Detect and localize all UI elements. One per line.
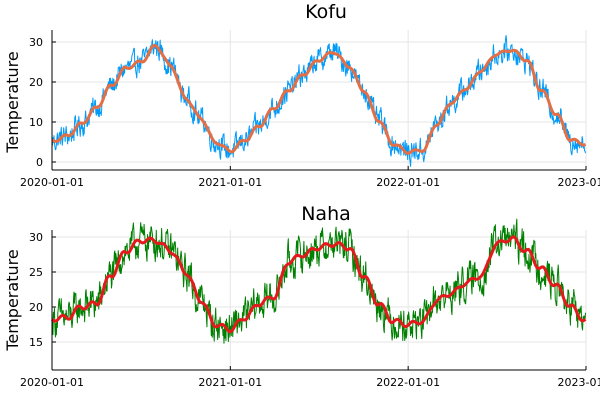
kofu-grid xyxy=(51,30,587,170)
naha-daily-line xyxy=(51,218,587,344)
naha-panel: Naha Temperature 15 20 25 30 2020-01-01 2021-… xyxy=(3,203,600,389)
kofu-series xyxy=(51,34,587,167)
kofu-daily-line xyxy=(51,34,586,167)
naha-xtick-label: 2020-01-01 xyxy=(20,376,84,389)
naha-xtick-label: 2022-01-01 xyxy=(376,376,440,389)
naha-ylabel: Temperature xyxy=(3,249,22,351)
naha-ytick-label: 15 xyxy=(29,336,43,349)
naha-axes xyxy=(51,230,586,371)
kofu-xtick-label: 2023-01-0 xyxy=(558,176,600,189)
naha-ytick-label: 30 xyxy=(29,231,43,244)
naha-series xyxy=(50,218,587,344)
kofu-ylabel: Temperature xyxy=(3,51,22,153)
kofu-title: Kofu xyxy=(305,1,347,23)
kofu-smoothed-line xyxy=(51,43,587,155)
kofu-xtick-label: 2020-01-01 xyxy=(20,176,84,189)
naha-ytick-label: 25 xyxy=(29,266,43,279)
naha-xtick-label: 2023-01-0 xyxy=(558,376,600,389)
naha-xtick-label: 2021-01-01 xyxy=(198,376,262,389)
kofu-ytick-label: 30 xyxy=(29,36,43,49)
kofu-ticks: 0 10 20 30 2020-01-01 2021-01-01 2022-01-01 202… xyxy=(20,36,600,189)
naha-ytick-label: 20 xyxy=(29,301,43,314)
kofu-ytick-label: 10 xyxy=(29,116,43,129)
naha-ticks: 15 20 25 30 2020-01-01 2021-01-01 2022-01-01 20… xyxy=(20,231,600,389)
kofu-panel: Kofu Temperature 0 10 20 30 2020-01-01 2021-0… xyxy=(3,1,600,189)
kofu-xtick-label: 2021-01-01 xyxy=(198,176,262,189)
naha-title: Naha xyxy=(301,203,351,225)
kofu-ytick-label: 0 xyxy=(36,156,43,169)
kofu-xtick-label: 2022-01-01 xyxy=(376,176,440,189)
naha-smoothed-line xyxy=(50,235,587,334)
kofu-axes xyxy=(51,30,586,171)
kofu-ytick-label: 20 xyxy=(29,76,43,89)
